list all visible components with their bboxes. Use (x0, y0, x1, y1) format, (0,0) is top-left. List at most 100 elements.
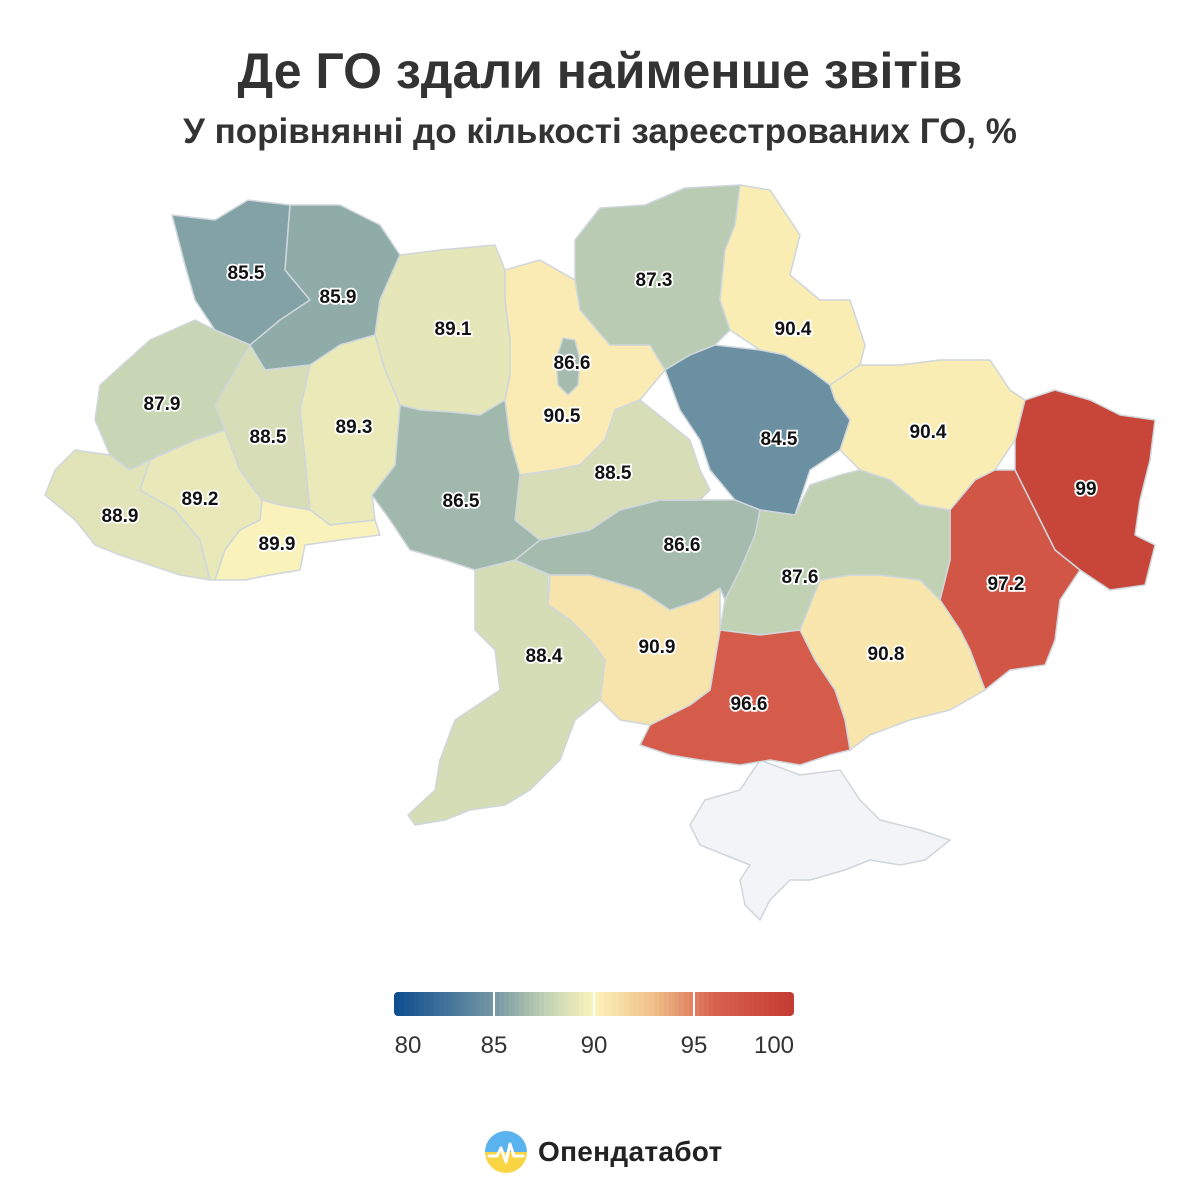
legend-color-segment (549, 992, 554, 1016)
region-value-label: 89.3 (336, 417, 373, 438)
legend-color-segment (474, 992, 479, 1016)
legend-color-segment (704, 992, 709, 1016)
legend-color-segment (724, 992, 729, 1016)
region-vinnytsia[interactable] (371, 399, 541, 571)
legend-color-segment (769, 992, 774, 1016)
legend-color-segment (599, 992, 604, 1016)
legend-color-segment (529, 992, 534, 1016)
legend-color-segment (729, 992, 734, 1016)
region-odesa[interactable] (407, 559, 606, 826)
legend-color-segment (784, 992, 789, 1016)
legend-color-segment (559, 992, 564, 1016)
map-subtitle: У порівнянні до кількості зареєстрованих… (183, 112, 1017, 151)
legend-color-segment (409, 992, 414, 1016)
legend-color-segment (774, 992, 779, 1016)
legend-color-segment (524, 992, 529, 1016)
region-value-label: 86.5 (443, 491, 480, 512)
legend-color-segment (749, 992, 754, 1016)
region-value-label: 90.9 (639, 637, 676, 658)
legend-color-segment (519, 992, 524, 1016)
map-title: Де ГО здали найменше звітів (237, 43, 963, 99)
legend-color-segment (709, 992, 714, 1016)
region-crimea (689, 759, 951, 921)
legend-color-segment (499, 992, 504, 1016)
legend-color-segment (399, 992, 404, 1016)
legend-color-segment (699, 992, 704, 1016)
legend-color-segment (674, 992, 679, 1016)
legend-color-segment (534, 992, 539, 1016)
region-cherkasy[interactable] (514, 399, 711, 541)
legend-color-segment (439, 992, 444, 1016)
legend-color-segment (589, 992, 594, 1016)
region-value-label: 89.9 (259, 534, 296, 555)
region-value-label: 97.2 (988, 574, 1025, 595)
legend-color-segment (404, 992, 409, 1016)
legend-tick-label: 95 (680, 1032, 708, 1059)
region-value-label: 96.6 (731, 694, 768, 715)
brand-footer: Опендатабот (484, 1130, 723, 1174)
legend-tick-label: 85 (480, 1032, 508, 1059)
legend-tick-mark (493, 992, 495, 1016)
legend-color-segment (629, 992, 634, 1016)
region-value-label: 86.6 (664, 535, 701, 556)
legend-color-segment (489, 992, 494, 1016)
legend-color-segment (429, 992, 434, 1016)
region-value-label: 85.9 (320, 287, 357, 308)
legend-color-segment (759, 992, 764, 1016)
legend-color-segment (459, 992, 464, 1016)
legend-color-segment (734, 992, 739, 1016)
region-value-label: 86.6 (554, 353, 591, 374)
legend-color-segment (609, 992, 614, 1016)
legend-color-segment (689, 992, 694, 1016)
legend-color-segment (754, 992, 759, 1016)
region-value-label: 88.4 (526, 646, 563, 667)
legend-color-segment (669, 992, 674, 1016)
region-zakarpattia[interactable] (44, 449, 211, 581)
legend-color-segment (394, 992, 399, 1016)
region-value-label: 90.5 (544, 406, 581, 427)
legend-color-segment (449, 992, 454, 1016)
legend-color-segment (649, 992, 654, 1016)
region-kyiv-city[interactable] (555, 337, 581, 396)
legend-color-segment (584, 992, 589, 1016)
legend-color-segment (494, 992, 499, 1016)
legend-color-segment (684, 992, 689, 1016)
region-value-label: 99 (1075, 479, 1096, 500)
legend-color-segment (579, 992, 584, 1016)
legend-color-segment (714, 992, 719, 1016)
region-value-label: 84.5 (761, 429, 798, 450)
legend-color-segment (644, 992, 649, 1016)
legend-color-segment (414, 992, 419, 1016)
region-poltava[interactable] (664, 344, 851, 516)
legend-color-segment (504, 992, 509, 1016)
legend-tick-label: 100 (753, 1032, 795, 1059)
legend-color-segment (539, 992, 544, 1016)
brand-name: Опендатабот (538, 1136, 723, 1167)
legend-color-segment (679, 992, 684, 1016)
legend-color-segment (744, 992, 749, 1016)
region-value-label: 88.9 (102, 506, 139, 527)
legend-color-segment (424, 992, 429, 1016)
legend-color-segment (469, 992, 474, 1016)
region-value-label: 88.5 (595, 463, 632, 484)
region-value-label: 85.5 (228, 263, 265, 284)
legend-color-segment (544, 992, 549, 1016)
region-value-label: 90.4 (910, 422, 947, 443)
region-value-label: 89.2 (182, 489, 219, 510)
color-scale-legend (394, 992, 794, 1016)
region-dnipropetrovsk[interactable] (719, 469, 951, 636)
legend-color-segment (764, 992, 769, 1016)
region-chernivtsi[interactable] (214, 499, 381, 581)
legend-color-segment (594, 992, 599, 1016)
legend-color-segment (639, 992, 644, 1016)
legend-color-segment (454, 992, 459, 1016)
legend-tick-mark (593, 992, 595, 1016)
legend-color-segment (694, 992, 699, 1016)
legend-color-segment (434, 992, 439, 1016)
legend-color-segment (614, 992, 619, 1016)
legend-tick-label: 80 (394, 1032, 422, 1059)
legend-color-segment (464, 992, 469, 1016)
legend-color-segment (659, 992, 664, 1016)
region-value-label: 88.5 (250, 427, 287, 448)
